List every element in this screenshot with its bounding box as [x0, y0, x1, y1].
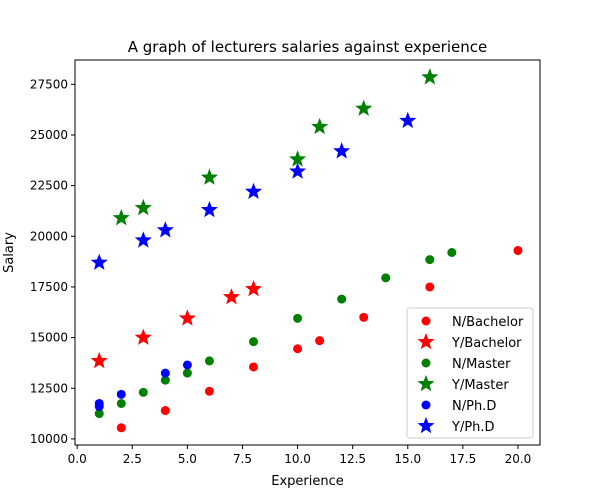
data-point — [289, 150, 307, 167]
data-point — [222, 288, 241, 305]
data-point — [249, 362, 259, 372]
legend-label: Y/Bachelor — [451, 336, 522, 351]
data-point — [355, 99, 373, 116]
data-point — [337, 294, 347, 304]
data-point — [138, 387, 148, 397]
legend-marker — [417, 417, 435, 434]
legend-label: Y/Ph.D — [451, 420, 495, 435]
x-tick-label: 12.5 — [339, 452, 366, 466]
y-tick-label: 10000 — [30, 432, 68, 446]
series-y-master — [112, 68, 439, 226]
data-point — [116, 389, 126, 399]
data-point — [447, 248, 457, 257]
series-n-master — [94, 248, 457, 419]
data-point — [204, 386, 214, 396]
data-point — [112, 209, 130, 226]
data-point — [90, 253, 108, 270]
data-point — [182, 360, 192, 370]
legend-label: N/Ph.D — [452, 399, 496, 414]
x-tick-label: 0.0 — [68, 452, 87, 466]
x-tick-label: 7.5 — [233, 452, 252, 466]
legend-marker — [421, 400, 431, 410]
y-tick-label: 25000 — [30, 128, 68, 142]
data-point — [116, 398, 126, 408]
legend-marker — [417, 333, 435, 350]
data-point — [94, 409, 104, 419]
y-tick-label: 22500 — [30, 179, 68, 193]
x-tick-label: 20.0 — [505, 452, 532, 466]
data-point — [425, 282, 435, 292]
legend-box — [406, 307, 534, 439]
series-y-bachelor — [90, 279, 263, 369]
x-tick-label: 2.5 — [123, 452, 142, 466]
series-n-bachelor — [116, 245, 523, 433]
data-point — [513, 245, 523, 255]
data-point — [90, 351, 108, 369]
data-point — [399, 111, 417, 129]
data-point — [425, 255, 435, 265]
x-tick-label: 15.0 — [394, 452, 421, 466]
x-tick-label: 5.0 — [178, 452, 197, 466]
data-point — [244, 182, 263, 199]
data-point — [156, 221, 174, 238]
x-tick-label: 10.0 — [284, 452, 311, 466]
x-axis-ticks: 0.0 2.5 5.0 7.5 10.0 12.5 15.0 17.5 20.0 — [68, 445, 532, 466]
data-point — [359, 312, 369, 322]
y-tick-label: 15000 — [30, 331, 68, 345]
data-point — [249, 337, 259, 347]
data-point — [160, 368, 170, 378]
data-point — [182, 368, 192, 378]
y-axis-ticks: 10000 12500 15000 17500 20000 22500 25000 27500 — [30, 77, 75, 446]
y-tick-label: 17500 — [30, 280, 68, 294]
data-point — [134, 198, 152, 216]
data-point — [244, 279, 263, 297]
chart-title: A graph of lecturers salaries against ex… — [128, 38, 487, 56]
data-point — [134, 328, 152, 345]
data-point — [204, 356, 214, 366]
series-y-ph-d — [90, 111, 417, 270]
data-point — [333, 142, 351, 159]
legend: N/Bachelor Y/Bachelor N/Master Y/Master N/Ph… — [406, 307, 534, 439]
data-point — [293, 313, 303, 323]
series-n-ph-d — [94, 360, 192, 411]
y-tick-label: 27500 — [30, 77, 68, 91]
data-point — [160, 406, 170, 416]
legend-marker — [417, 375, 435, 392]
legend-label: N/Master — [452, 357, 511, 372]
data-point — [178, 309, 196, 326]
y-axis-label: Salary — [2, 232, 17, 273]
data-point — [200, 168, 218, 185]
y-tick-label: 12500 — [30, 381, 68, 395]
plot-frame — [74, 59, 541, 446]
legend-label: N/Bachelor — [452, 315, 524, 330]
data-point — [311, 117, 329, 135]
data-point — [160, 375, 170, 385]
data-point — [381, 273, 391, 283]
data-point — [421, 68, 439, 85]
legend-marker — [421, 316, 431, 326]
x-axis-label: Experience — [271, 474, 344, 489]
data-point — [200, 200, 218, 218]
data-point — [293, 344, 303, 354]
data-point — [315, 336, 325, 346]
x-tick-label: 17.5 — [450, 452, 477, 466]
chart-marks — [90, 68, 523, 433]
legend-marker — [421, 358, 431, 368]
legend-label: Y/Master — [451, 378, 509, 393]
y-tick-label: 20000 — [30, 229, 68, 243]
data-point — [134, 231, 152, 248]
data-point — [289, 162, 307, 179]
data-point — [116, 423, 126, 433]
data-point — [94, 398, 104, 408]
